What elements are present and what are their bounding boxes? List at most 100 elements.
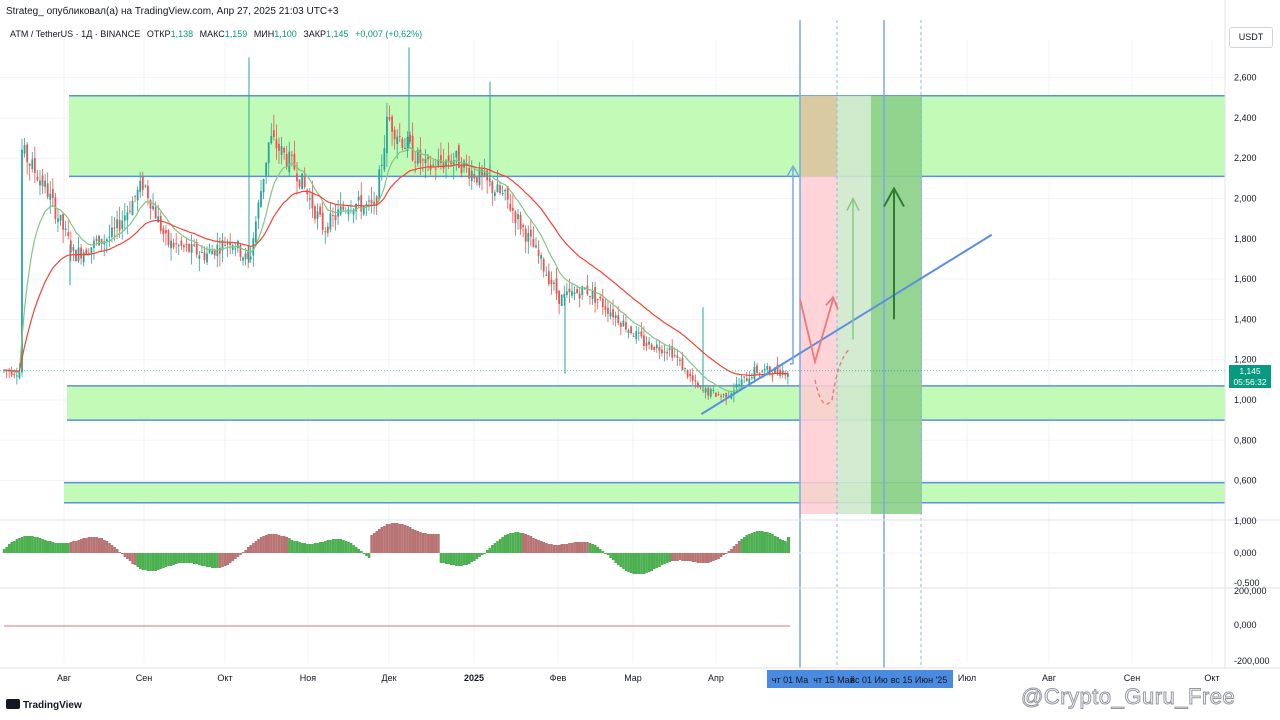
- price-tick-label: 0,800: [1234, 435, 1257, 445]
- candle-body: [13, 374, 16, 376]
- candle-body: [473, 173, 476, 179]
- candle-body: [650, 344, 653, 350]
- osc-bar: [665, 553, 669, 563]
- osc-bar: [434, 534, 438, 553]
- candle-body: [697, 382, 699, 388]
- osc-bar: [539, 541, 543, 553]
- osc-bar: [236, 553, 240, 557]
- candle-body: [596, 298, 599, 301]
- date-tick-label: Фев: [550, 673, 567, 683]
- price-tick-label: 1,400: [1234, 314, 1257, 324]
- candle-body: [347, 209, 350, 215]
- osc-bar: [545, 543, 548, 553]
- candle-body: [352, 209, 355, 215]
- osc-bar: [339, 539, 343, 553]
- candle-body: [260, 191, 262, 207]
- candle-body: [404, 147, 406, 150]
- candle-body: [609, 312, 612, 317]
- candle-body: [761, 371, 764, 373]
- osc-bar: [198, 553, 201, 565]
- candle-body: [712, 389, 715, 391]
- osc-bar: [660, 553, 664, 565]
- candle-body: [578, 293, 581, 299]
- osc-bar: [113, 547, 116, 553]
- osc-bar: [683, 553, 687, 561]
- candle-body: [90, 247, 93, 255]
- currency-button[interactable]: USDT: [1229, 27, 1273, 48]
- osc-bar: [742, 537, 746, 553]
- osc-bar: [85, 538, 88, 553]
- osc-bar: [527, 535, 530, 553]
- osc-bar: [462, 553, 466, 565]
- osc-tick-label: 0,000: [1234, 548, 1257, 558]
- candle-body: [491, 181, 494, 193]
- candle-body: [368, 200, 370, 202]
- candle-body: [111, 227, 113, 238]
- candle-body: [311, 193, 314, 209]
- candle-body: [95, 238, 98, 242]
- candle-body: [475, 177, 478, 183]
- candle-body: [509, 203, 512, 211]
- osc-bar: [640, 553, 643, 574]
- osc-bar: [293, 541, 296, 553]
- candle-body: [427, 156, 429, 160]
- candle-body: [21, 149, 23, 373]
- oscillator-pane: [0, 519, 1280, 627]
- highlighted-date-label: чт 15 Май: [813, 675, 854, 685]
- zones: [64, 94, 1225, 504]
- osc-bar: [133, 553, 137, 565]
- candle-body: [422, 159, 424, 161]
- osc-bar: [118, 552, 122, 553]
- candle-body: [406, 136, 409, 152]
- candle-body: [252, 238, 255, 256]
- candle-body: [393, 129, 396, 140]
- osc-bar: [773, 536, 777, 553]
- osc-bar: [784, 541, 787, 553]
- candle-body: [594, 287, 596, 303]
- osc-bar: [131, 553, 134, 564]
- candle-body: [630, 326, 632, 334]
- candle-body: [424, 158, 427, 164]
- candle-body: [203, 252, 206, 261]
- candle-body: [100, 238, 103, 244]
- candle-body: [622, 320, 625, 327]
- current-price-value: 1,145: [1239, 366, 1261, 376]
- osc-bar: [555, 545, 558, 553]
- candle-body: [236, 240, 239, 249]
- osc-bar: [205, 553, 209, 567]
- ema-fast-line: [4, 146, 788, 393]
- osc-bar: [51, 542, 55, 553]
- candle-body: [617, 315, 620, 323]
- osc-bar: [614, 553, 618, 563]
- candle-body: [671, 346, 674, 358]
- candle-body: [571, 291, 573, 296]
- osc-bar: [593, 545, 597, 553]
- candle-body: [758, 372, 761, 374]
- candle-body: [290, 154, 293, 156]
- candle-body: [445, 160, 447, 167]
- osc-bar: [498, 539, 502, 553]
- osc-bar: [203, 553, 206, 566]
- candle-body: [244, 253, 247, 260]
- light-green-arrow-head: [846, 196, 860, 211]
- osc-bar: [447, 553, 450, 564]
- osc-bar: [43, 540, 47, 553]
- osc-bar: [7, 544, 11, 553]
- osc-bar: [311, 544, 314, 553]
- symbol-name[interactable]: ATM / TetherUS · 1Д · BINANCE: [10, 29, 141, 39]
- tradingview-logo[interactable]: TradingView: [6, 699, 82, 711]
- osc-bar: [367, 553, 371, 558]
- osc-bar: [483, 553, 486, 554]
- open-value: 1,138: [170, 29, 194, 39]
- date-tick-label: 2025: [464, 673, 484, 683]
- osc-bar: [719, 553, 723, 557]
- osc-bar: [372, 533, 376, 553]
- osc-bar: [257, 539, 260, 553]
- candle-body: [468, 167, 471, 179]
- candle-body: [635, 331, 638, 339]
- candle-body: [162, 228, 165, 234]
- candle-body: [457, 145, 460, 168]
- candle-body: [362, 206, 365, 215]
- osc-bar: [241, 552, 245, 553]
